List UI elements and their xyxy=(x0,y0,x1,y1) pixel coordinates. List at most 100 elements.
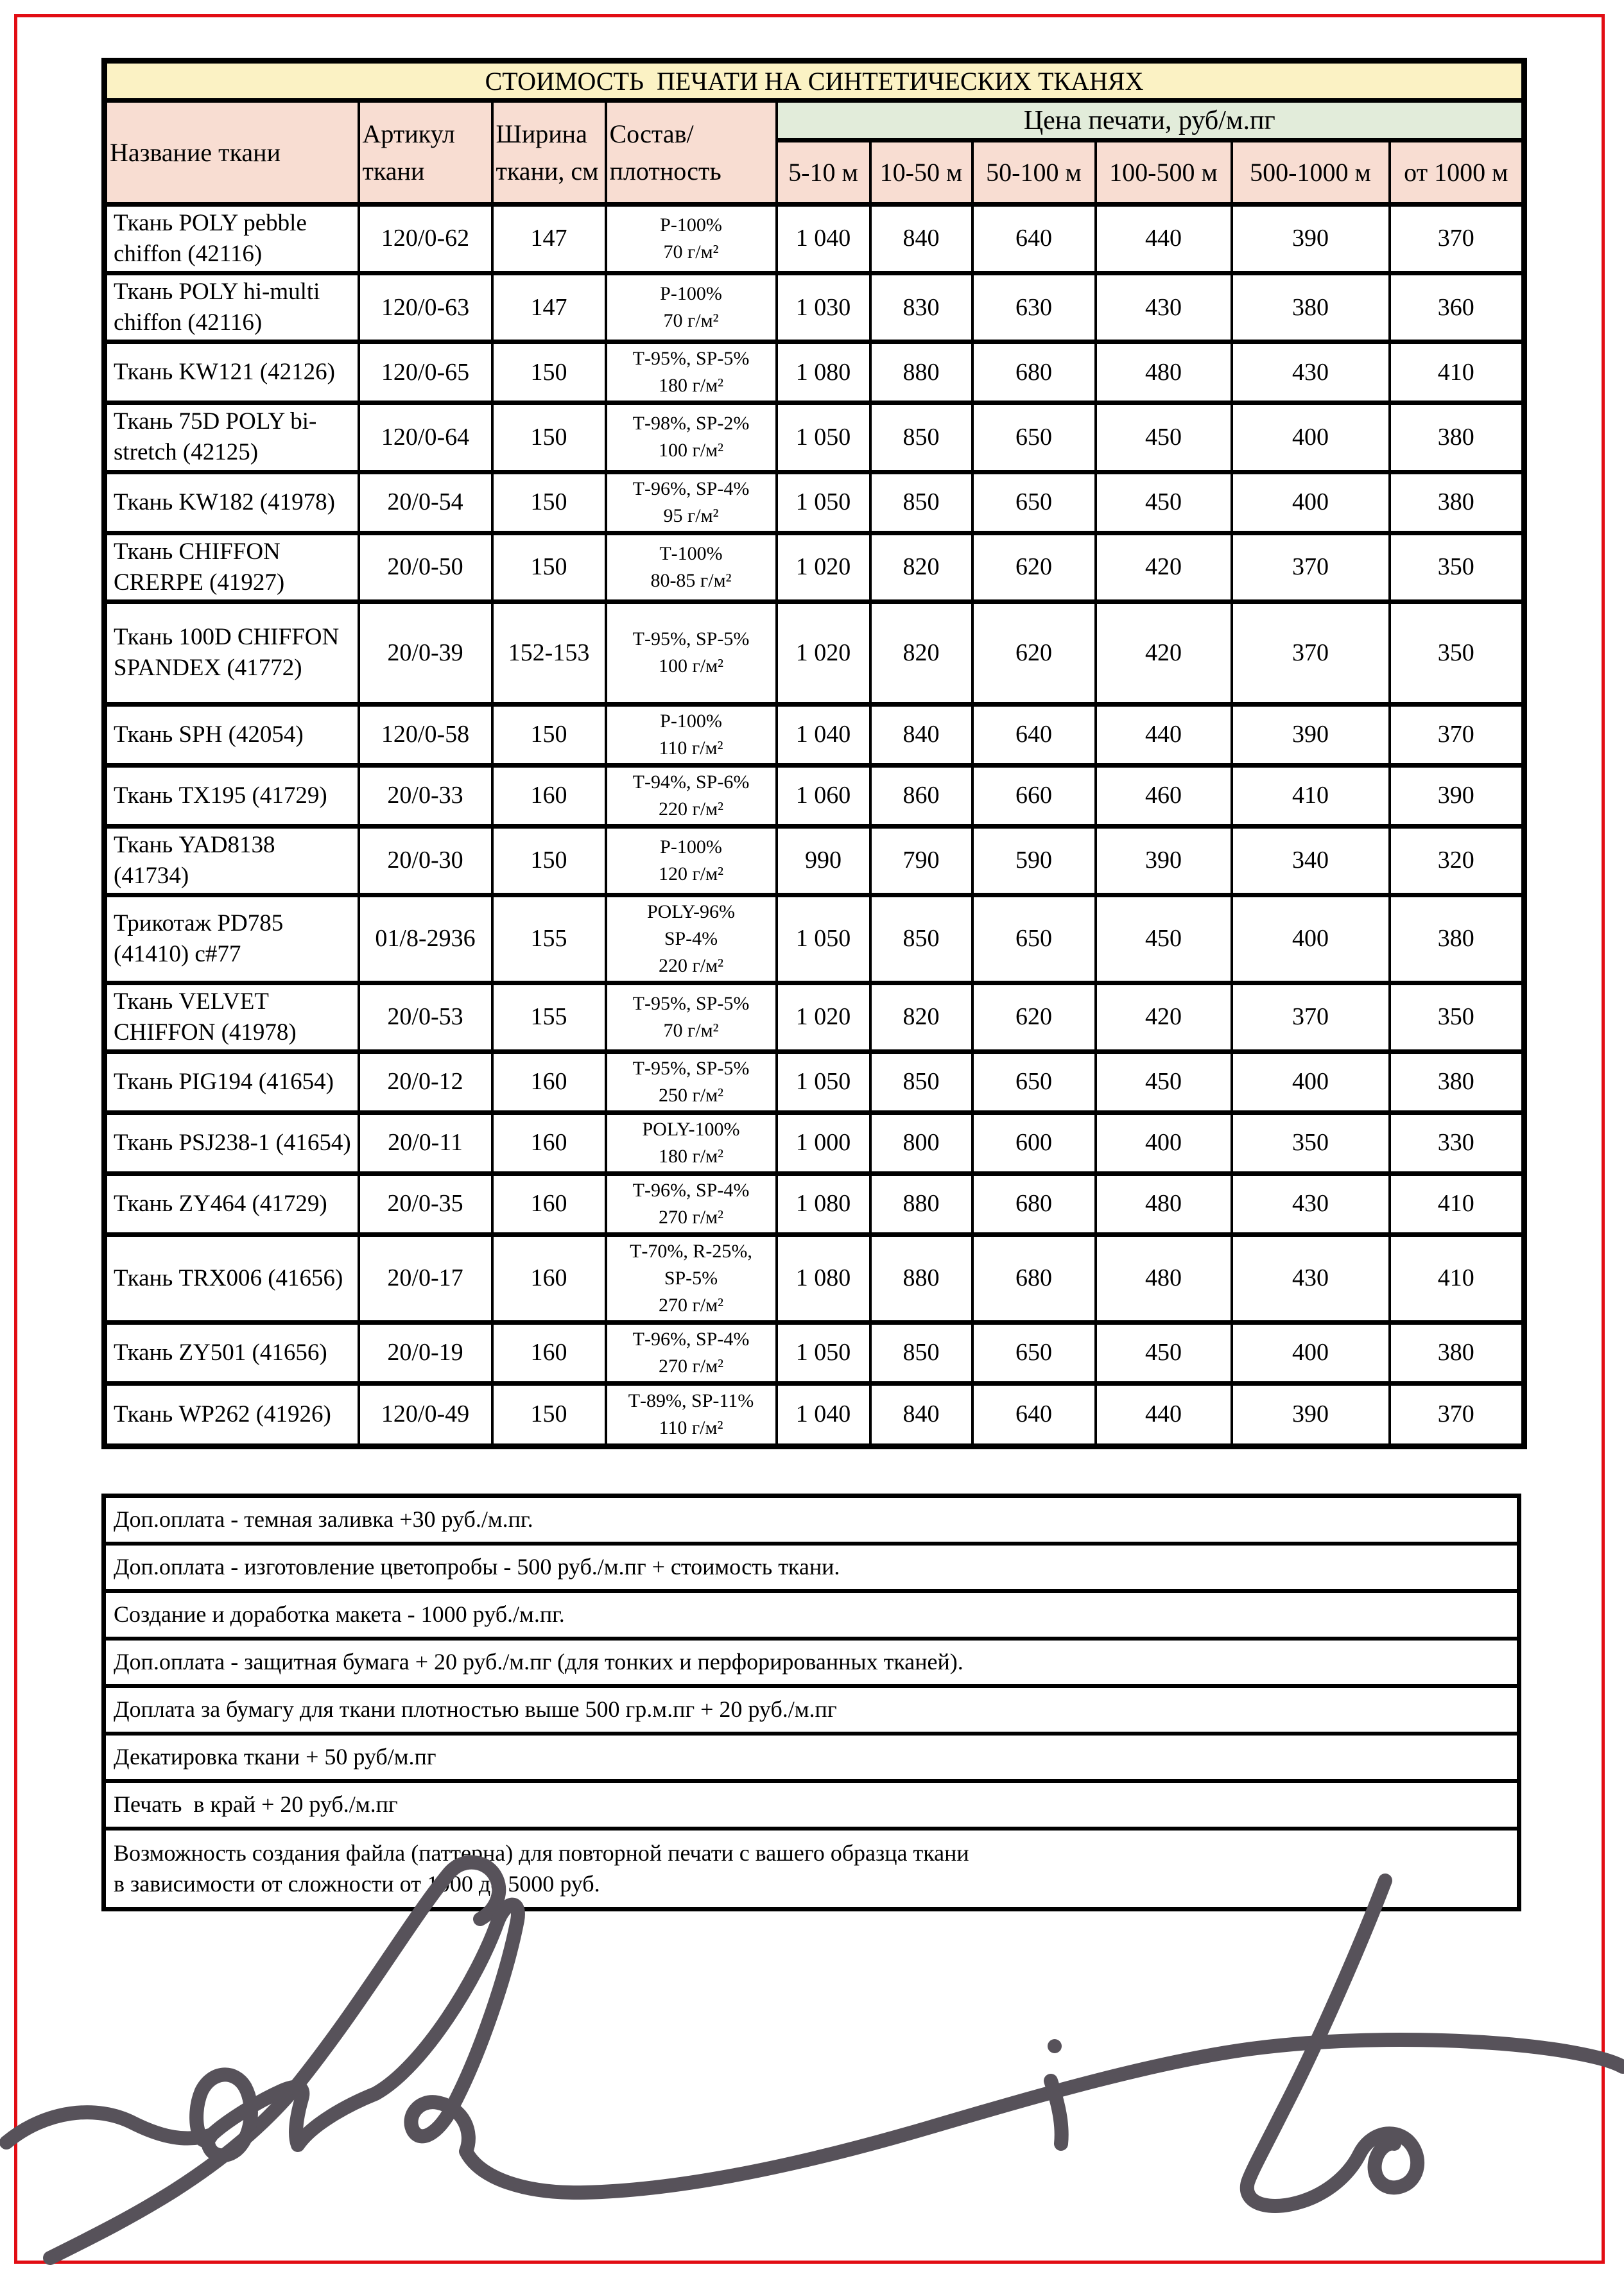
note-row: Доплата за бумагу для ткани плотностью в… xyxy=(101,1684,1521,1736)
price-cell-5: 320 xyxy=(1388,823,1526,897)
price-cell-4: 430 xyxy=(1230,1232,1391,1325)
fabric-name-cell: Ткань PSJ238-1 (41654) xyxy=(103,1110,360,1176)
fabric-width-cell: 152-153 xyxy=(490,599,607,707)
fabric-width-cell: 147 xyxy=(490,271,607,345)
fabric-articul-cell: 120/0-65 xyxy=(357,340,494,406)
price-cell-1: 850 xyxy=(868,401,974,474)
price-cell-0: 1 040 xyxy=(775,1381,872,1449)
fabric-name-cell: Ткань PIG194 (41654) xyxy=(103,1049,360,1116)
fabric-price-table: СТОИМОСТЬ ПЕЧАТИ НА СИНТЕТИЧЕСКИХ ТКАНЯХ… xyxy=(101,58,1528,1450)
fabric-name-cell: Ткань 75D POLY bi-stretch (42125) xyxy=(103,401,360,474)
fabric-articul-cell: 20/0-33 xyxy=(357,762,494,829)
price-cell-1: 800 xyxy=(868,1110,974,1176)
price-cell-5: 350 xyxy=(1388,980,1526,1055)
price-cell-5: 380 xyxy=(1388,1320,1526,1386)
fabric-width-cell: 155 xyxy=(490,980,607,1055)
fabric-articul-cell: 20/0-50 xyxy=(357,530,494,604)
price-cell-4: 400 xyxy=(1230,1049,1391,1116)
column-header-name: Название ткани xyxy=(103,98,360,207)
note-text: Доп.оплата - изготовление цветопробы - 5… xyxy=(101,1541,1521,1593)
price-cell-4: 350 xyxy=(1230,1110,1391,1176)
fabric-composition-cell: Т-89%, SP-11% 110 г/м² xyxy=(604,1381,778,1449)
fabric-width-cell: 147 xyxy=(490,202,607,276)
notes-table: Доп.оплата - темная заливка +30 руб./м.п… xyxy=(101,1494,1521,1911)
fabric-name-cell: Ткань VELVET CHIFFON (41978) xyxy=(103,980,360,1055)
fabric-articul-cell: 01/8-2936 xyxy=(357,892,494,985)
price-cell-5: 410 xyxy=(1388,1171,1526,1237)
table-row: Ткань YAD8138 (41734) 20/0-30 150 P-100% 12… xyxy=(103,823,1526,897)
price-cell-2: 680 xyxy=(971,1171,1097,1237)
note-text: Доп.оплата - защитная бумага + 20 руб./м… xyxy=(101,1636,1521,1688)
fabric-articul-cell: 120/0-58 xyxy=(357,702,494,768)
column-header-from-1000: от 1000 м xyxy=(1388,138,1526,207)
price-cell-1: 860 xyxy=(868,762,974,829)
price-cell-2: 630 xyxy=(971,271,1097,345)
price-cell-2: 620 xyxy=(971,599,1097,707)
price-cell-0: 1 080 xyxy=(775,1232,872,1325)
price-cell-0: 1 040 xyxy=(775,202,872,276)
fabric-name-cell: Ткань TX195 (41729) xyxy=(103,762,360,829)
notes-rows: Доп.оплата - темная заливка +30 руб./м.п… xyxy=(101,1494,1521,1911)
price-cell-2: 650 xyxy=(971,401,1097,474)
note-text: Доп.оплата - темная заливка +30 руб./м.п… xyxy=(101,1494,1521,1546)
signature-i-stroke xyxy=(1044,2074,1069,2151)
price-cell-3: 420 xyxy=(1094,980,1233,1055)
price-cell-4: 400 xyxy=(1230,892,1391,985)
table-row: Ткань 100D CHIFFON SPANDEX (41772) 20/0-3… xyxy=(103,599,1526,707)
table-row: Ткань POLY hi-multi chiffon (42116) 120/0… xyxy=(103,271,1526,345)
price-cell-2: 590 xyxy=(971,823,1097,897)
price-cell-2: 650 xyxy=(971,1049,1097,1116)
signature-i-dot xyxy=(1048,2039,1062,2053)
fabric-name-cell: Ткань POLY pebble chiffon (42116) xyxy=(103,202,360,276)
price-cell-1: 880 xyxy=(868,340,974,406)
price-cell-2: 680 xyxy=(971,1232,1097,1325)
note-row: Доп.оплата - темная заливка +30 руб./м.п… xyxy=(101,1494,1521,1546)
price-cell-0: 1 050 xyxy=(775,1049,872,1116)
price-cell-3: 480 xyxy=(1094,1232,1233,1325)
fabric-composition-cell: Т-95%, SP-5% 100 г/м² xyxy=(604,599,778,707)
signature-orb-stroke xyxy=(0,1897,1624,2200)
price-cell-5: 370 xyxy=(1388,702,1526,768)
price-cell-1: 850 xyxy=(868,469,974,535)
note-row: Печать в край + 20 руб./м.пг xyxy=(101,1779,1521,1831)
price-cell-5: 410 xyxy=(1388,1232,1526,1325)
price-cell-5: 410 xyxy=(1388,340,1526,406)
table-title: СТОИМОСТЬ ПЕЧАТИ НА СИНТЕТИЧЕСКИХ ТКАНЯХ xyxy=(103,58,1526,103)
column-header-price-group: Цена печати, руб/м.пг xyxy=(775,98,1526,142)
price-cell-0: 1 020 xyxy=(775,980,872,1055)
price-cell-4: 370 xyxy=(1230,599,1391,707)
price-cell-3: 460 xyxy=(1094,762,1233,829)
price-cell-1: 850 xyxy=(868,1320,974,1386)
fabric-name-cell: Ткань SPH (42054) xyxy=(103,702,360,768)
fabric-articul-cell: 20/0-12 xyxy=(357,1049,494,1116)
price-cell-5: 370 xyxy=(1388,202,1526,276)
table-row: Ткань VELVET CHIFFON (41978) 20/0-53 155 Т-… xyxy=(103,980,1526,1055)
fabric-name-cell: Ткань KW121 (42126) xyxy=(103,340,360,406)
price-cell-2: 650 xyxy=(971,892,1097,985)
price-cell-3: 450 xyxy=(1094,401,1233,474)
price-cell-0: 1 080 xyxy=(775,1171,872,1237)
column-header-50-100: 50-100 м xyxy=(971,138,1097,207)
price-cell-1: 880 xyxy=(868,1232,974,1325)
fabric-name-cell: Ткань YAD8138 (41734) xyxy=(103,823,360,897)
price-cell-4: 340 xyxy=(1230,823,1391,897)
price-cell-3: 440 xyxy=(1094,202,1233,276)
price-cell-0: 1 050 xyxy=(775,401,872,474)
price-cell-3: 450 xyxy=(1094,1320,1233,1386)
column-header-composition: Состав/ плотность xyxy=(604,98,778,207)
table-row: Трикотаж PD785 (41410) c#77 01/8-2936 155 P… xyxy=(103,892,1526,985)
fabric-articul-cell: 20/0-54 xyxy=(357,469,494,535)
price-cell-1: 820 xyxy=(868,530,974,604)
price-cell-4: 400 xyxy=(1230,401,1391,474)
price-cell-0: 1 050 xyxy=(775,1320,872,1386)
column-header-500-1000: 500-1000 м xyxy=(1230,138,1391,207)
signature-f-stroke xyxy=(43,1855,506,2265)
price-cell-0: 1 080 xyxy=(775,340,872,406)
price-cell-0: 1 020 xyxy=(775,599,872,707)
price-cell-3: 400 xyxy=(1094,1110,1233,1176)
price-cell-2: 600 xyxy=(971,1110,1097,1176)
price-cell-2: 640 xyxy=(971,702,1097,768)
fabric-composition-cell: Т-95%, SP-5% 70 г/м² xyxy=(604,980,778,1055)
fabric-composition-cell: Т-70%, R-25%, SP-5% 270 г/м² xyxy=(604,1232,778,1325)
